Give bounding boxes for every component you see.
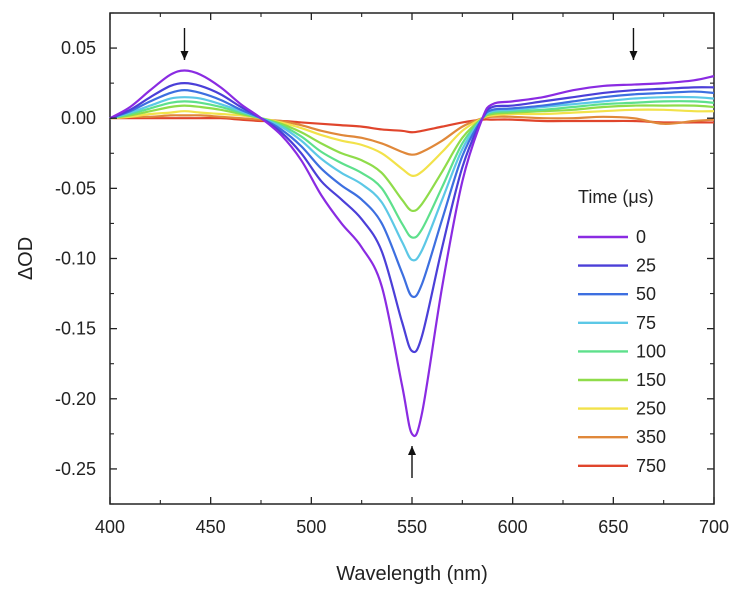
x-tick-label: 400	[95, 517, 125, 537]
legend-label-250: 250	[636, 399, 666, 419]
x-tick-label: 700	[699, 517, 729, 537]
legend-label-75: 75	[636, 313, 656, 333]
series-line-50	[109, 89, 715, 299]
series-line-250	[109, 108, 715, 177]
series-line-350	[109, 114, 715, 156]
y-tick-label: 0.05	[61, 38, 96, 58]
y-tick-label: 0.00	[61, 108, 96, 128]
annotation-layer	[180, 28, 638, 478]
ticks-layer: 400 450 500 550 600 650 7000.050.00-0.05-0.10-…	[55, 12, 729, 537]
legend-label-350: 350	[636, 427, 666, 447]
series-line-150	[109, 104, 715, 213]
y-tick-label: -0.10	[55, 249, 96, 269]
arrow-down-head	[629, 51, 638, 60]
x-tick-label: 600	[498, 517, 528, 537]
legend: Time (μs) 0 25 50 75 100 150 250 350 750	[578, 187, 666, 476]
legend-title: Time (μs)	[578, 187, 654, 207]
series-line-75	[109, 95, 715, 262]
series-line-0	[109, 69, 715, 438]
x-tick-label: 500	[296, 517, 326, 537]
legend-label-150: 150	[636, 370, 666, 390]
y-tick-label: -0.05	[55, 178, 96, 198]
arrow-down-head	[180, 51, 189, 60]
x-tick-label: 450	[196, 517, 226, 537]
x-tick-label: 550	[397, 517, 427, 537]
legend-label-25: 25	[636, 256, 656, 276]
legend-label-50: 50	[636, 284, 656, 304]
legend-label-100: 100	[636, 341, 666, 361]
series-line-25	[109, 82, 715, 354]
x-axis-title: Wavelength (nm)	[336, 563, 488, 585]
y-tick-label: -0.15	[55, 319, 96, 339]
arrow-up-head	[408, 446, 416, 455]
y-tick-label: -0.25	[55, 459, 96, 479]
legend-label-750: 750	[636, 456, 666, 476]
series-line-750	[109, 117, 714, 134]
series-layer	[109, 69, 715, 438]
series-line-100	[109, 100, 715, 239]
x-tick-label: 650	[598, 517, 628, 537]
y-axis-title: ΔOD	[15, 237, 37, 280]
legend-label-0: 0	[636, 227, 646, 247]
y-tick-label: -0.20	[55, 389, 96, 409]
